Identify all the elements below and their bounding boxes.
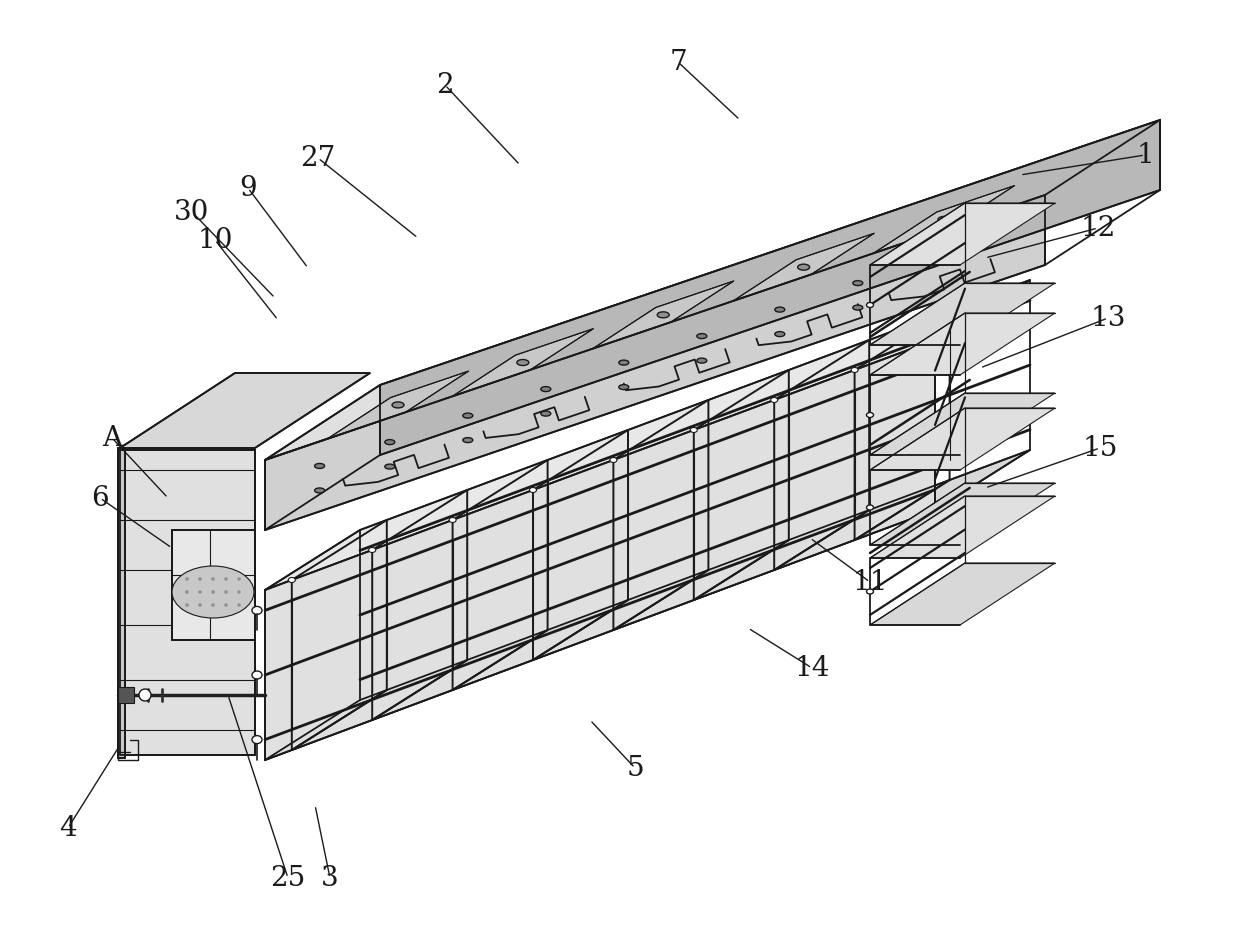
Ellipse shape <box>867 413 873 417</box>
Ellipse shape <box>186 590 188 593</box>
Ellipse shape <box>797 264 810 270</box>
Text: 14: 14 <box>795 654 830 682</box>
Polygon shape <box>873 185 1014 253</box>
Text: 4: 4 <box>60 814 77 841</box>
Ellipse shape <box>775 307 785 312</box>
Polygon shape <box>870 496 1055 558</box>
Ellipse shape <box>315 463 325 468</box>
Polygon shape <box>265 280 1030 590</box>
Ellipse shape <box>238 577 241 581</box>
Polygon shape <box>453 329 594 397</box>
Ellipse shape <box>224 590 227 593</box>
Ellipse shape <box>198 577 202 581</box>
Ellipse shape <box>657 312 670 318</box>
Text: 13: 13 <box>1090 305 1126 332</box>
Polygon shape <box>120 450 255 755</box>
Ellipse shape <box>252 736 262 744</box>
Text: 27: 27 <box>300 145 336 171</box>
Ellipse shape <box>541 411 551 416</box>
Polygon shape <box>379 120 1159 455</box>
Polygon shape <box>172 530 255 640</box>
Text: 2: 2 <box>436 71 454 99</box>
Ellipse shape <box>775 332 785 337</box>
Text: 10: 10 <box>197 227 233 254</box>
Ellipse shape <box>697 334 707 338</box>
Polygon shape <box>870 393 1055 455</box>
Polygon shape <box>265 120 1159 460</box>
Ellipse shape <box>212 590 215 593</box>
Ellipse shape <box>252 606 262 615</box>
Ellipse shape <box>198 603 202 606</box>
Polygon shape <box>118 448 125 758</box>
Ellipse shape <box>463 438 472 443</box>
Ellipse shape <box>224 577 227 581</box>
Polygon shape <box>870 408 1055 470</box>
Ellipse shape <box>238 603 241 606</box>
Text: 1: 1 <box>1136 142 1154 168</box>
Ellipse shape <box>867 303 873 307</box>
Text: 12: 12 <box>1080 214 1116 242</box>
Ellipse shape <box>517 359 528 366</box>
Ellipse shape <box>619 360 629 365</box>
Polygon shape <box>118 687 134 703</box>
Ellipse shape <box>529 488 537 493</box>
Ellipse shape <box>851 368 858 372</box>
Ellipse shape <box>212 577 215 581</box>
Ellipse shape <box>172 566 254 618</box>
Ellipse shape <box>139 689 151 701</box>
Polygon shape <box>870 283 1055 345</box>
Ellipse shape <box>853 306 863 310</box>
Text: 6: 6 <box>92 484 109 511</box>
Ellipse shape <box>186 577 188 581</box>
Ellipse shape <box>392 402 404 408</box>
Text: 25: 25 <box>270 865 305 891</box>
Ellipse shape <box>384 440 394 445</box>
Ellipse shape <box>289 577 295 583</box>
Polygon shape <box>870 563 1055 625</box>
Ellipse shape <box>186 603 188 606</box>
Polygon shape <box>120 373 370 448</box>
Ellipse shape <box>867 505 873 510</box>
Ellipse shape <box>867 589 873 594</box>
Ellipse shape <box>198 590 202 593</box>
Polygon shape <box>327 371 469 439</box>
Ellipse shape <box>315 488 325 493</box>
Text: 5: 5 <box>626 755 644 781</box>
Text: 15: 15 <box>1083 434 1117 462</box>
Text: A: A <box>102 425 122 451</box>
Polygon shape <box>870 203 1055 265</box>
Text: 7: 7 <box>670 49 687 75</box>
Polygon shape <box>733 233 874 301</box>
Polygon shape <box>593 281 734 349</box>
Ellipse shape <box>610 458 618 462</box>
Text: 9: 9 <box>239 175 257 201</box>
Ellipse shape <box>212 603 215 606</box>
Ellipse shape <box>384 464 394 469</box>
Polygon shape <box>265 450 1030 760</box>
Polygon shape <box>870 483 1055 545</box>
Ellipse shape <box>541 386 551 392</box>
Ellipse shape <box>224 603 227 606</box>
Polygon shape <box>265 340 935 760</box>
Ellipse shape <box>937 216 950 223</box>
Ellipse shape <box>691 428 697 432</box>
Text: 30: 30 <box>175 198 210 226</box>
Ellipse shape <box>252 671 262 679</box>
Text: 3: 3 <box>321 865 339 891</box>
Ellipse shape <box>463 413 472 418</box>
Ellipse shape <box>853 281 863 286</box>
Ellipse shape <box>697 358 707 363</box>
Text: 11: 11 <box>852 569 888 596</box>
Ellipse shape <box>619 384 629 389</box>
Ellipse shape <box>449 518 456 523</box>
Ellipse shape <box>771 398 777 402</box>
Polygon shape <box>870 313 1055 375</box>
Ellipse shape <box>368 547 376 553</box>
Ellipse shape <box>238 590 241 593</box>
Polygon shape <box>265 195 1045 530</box>
